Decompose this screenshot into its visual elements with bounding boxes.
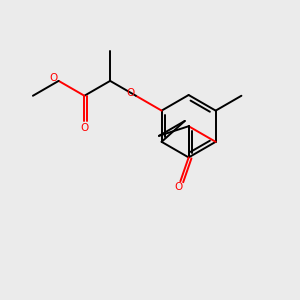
Text: O: O xyxy=(50,73,58,83)
Text: O: O xyxy=(127,88,135,98)
Text: O: O xyxy=(80,123,88,133)
Text: O: O xyxy=(174,182,182,192)
